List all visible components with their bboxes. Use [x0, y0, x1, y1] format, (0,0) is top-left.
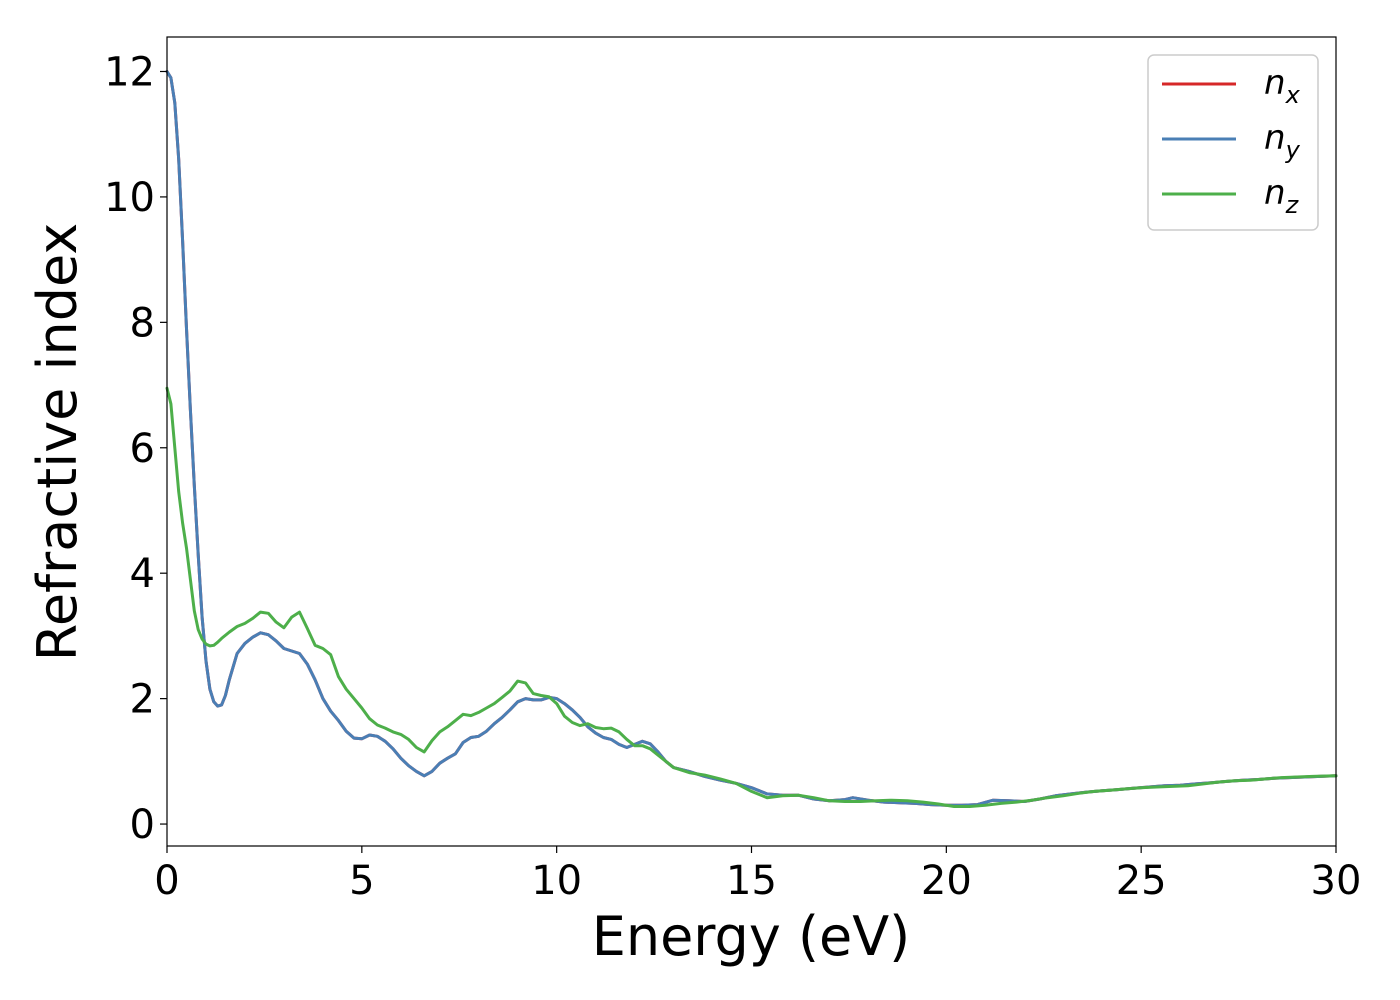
- x-tick-label: 15: [726, 858, 777, 904]
- y-tick-label: 0: [130, 802, 155, 848]
- legend-label-base: n: [1264, 118, 1286, 158]
- x-tick-label: 25: [1116, 858, 1167, 904]
- y-tick-label: 12: [104, 49, 155, 95]
- y-tick-label: 8: [130, 300, 155, 346]
- plot-area: [167, 37, 1336, 846]
- x-tick-label: 30: [1311, 858, 1362, 904]
- x-tick-label: 20: [921, 858, 972, 904]
- y-axis-title: Refractive index: [26, 223, 89, 662]
- legend-label-subscript: x: [1285, 81, 1301, 109]
- x-axis-ticks: 0 5 10 15 20 25 30: [154, 846, 1361, 904]
- x-tick-label: 0: [154, 858, 179, 904]
- series-layer: [165, 70, 1338, 808]
- y-tick-label: 6: [130, 426, 155, 472]
- legend-label-ny: ny: [1264, 118, 1301, 164]
- x-tick-label: 10: [531, 858, 582, 904]
- legend-label-base: n: [1264, 63, 1286, 103]
- y-tick-label: 2: [130, 677, 155, 723]
- legend-label-nx: nx: [1264, 63, 1301, 109]
- x-tick-label: 5: [349, 858, 374, 904]
- y-tick-label: 4: [130, 551, 155, 597]
- legend-label-subscript: y: [1285, 136, 1301, 164]
- legend-label-base: n: [1264, 173, 1286, 213]
- y-axis-ticks: 0 2 4 6 8 10 12: [104, 49, 167, 848]
- x-axis-title: Energy (eV): [592, 905, 911, 968]
- legend-label-subscript: z: [1285, 191, 1300, 219]
- series-line-nz: [165, 386, 1338, 808]
- legend-label-nz: nz: [1264, 173, 1300, 219]
- y-tick-label: 10: [104, 175, 155, 221]
- legend-box: [1147, 54, 1319, 231]
